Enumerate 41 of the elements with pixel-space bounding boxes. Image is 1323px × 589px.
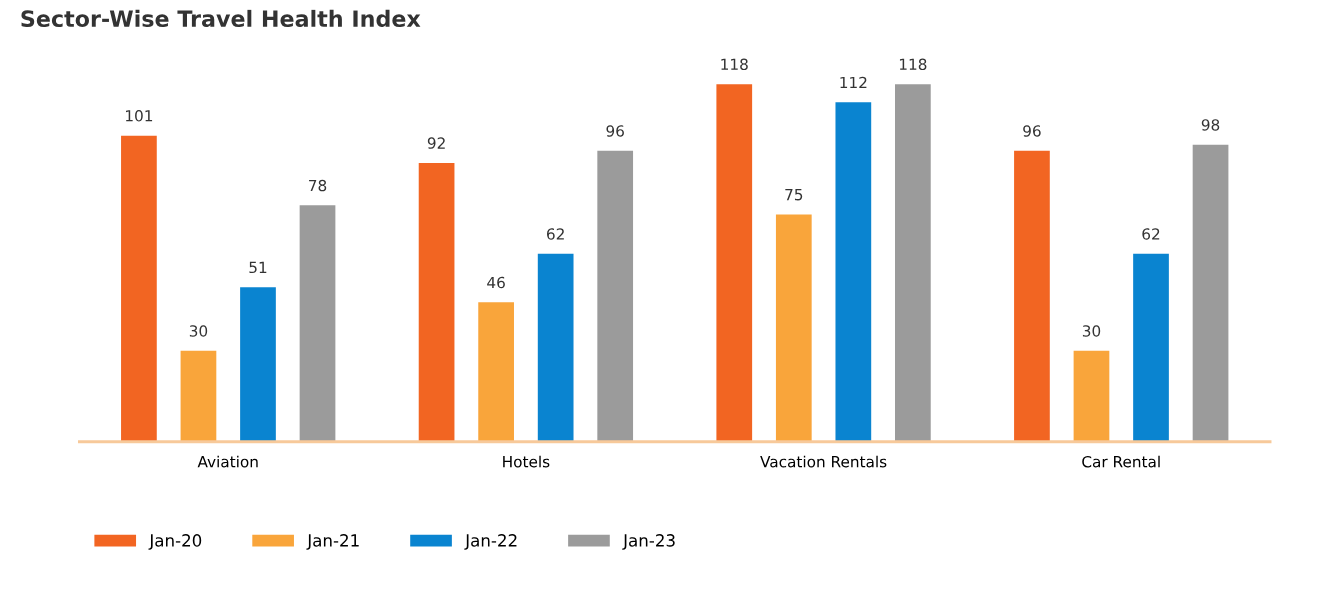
- data-label: 30: [189, 325, 208, 337]
- legend-label: Jan-21: [306, 534, 359, 550]
- bar: [1073, 350, 1110, 442]
- x-tick-label: Hotels: [503, 455, 550, 468]
- bar: [537, 253, 574, 442]
- data-label: 98: [1201, 119, 1220, 131]
- data-label: 62: [1142, 228, 1160, 240]
- bar: [1192, 144, 1229, 442]
- bar: [478, 302, 514, 442]
- legend-label: Jan-22: [464, 534, 517, 550]
- data-label: 51: [249, 261, 267, 274]
- data-label: 118: [899, 58, 927, 71]
- data-label: 112: [840, 76, 867, 89]
- bar: [835, 102, 872, 442]
- bar: [1133, 253, 1169, 442]
- legend-label: Jan-20: [148, 534, 202, 550]
- bar: [895, 84, 931, 442]
- x-tick-label: Aviation: [197, 455, 258, 468]
- data-label: 62: [547, 228, 564, 240]
- x-tick-label: Car Rental: [1082, 455, 1160, 468]
- bar: [1014, 150, 1050, 442]
- chart-title: Sector-Wise Travel Health Index: [21, 9, 421, 28]
- bar: [121, 135, 157, 442]
- legend-label: Jan-23: [622, 534, 675, 550]
- data-label: 118: [721, 58, 748, 71]
- data-label: 101: [126, 110, 153, 122]
- bar: [775, 214, 812, 442]
- data-label: 96: [1023, 125, 1041, 137]
- data-label: 30: [1082, 325, 1101, 337]
- bar: [240, 287, 276, 442]
- bar: [716, 84, 753, 442]
- bar: [299, 205, 336, 442]
- bar: [597, 150, 634, 442]
- bar: [180, 350, 217, 442]
- data-label: 75: [785, 189, 803, 201]
- bar: [418, 162, 455, 442]
- data-label: 78: [309, 179, 327, 192]
- data-label: 92: [427, 137, 445, 149]
- data-label: 46: [487, 276, 505, 289]
- x-tick-label: Vacation Rentals: [760, 455, 887, 468]
- data-label: 96: [606, 125, 624, 137]
